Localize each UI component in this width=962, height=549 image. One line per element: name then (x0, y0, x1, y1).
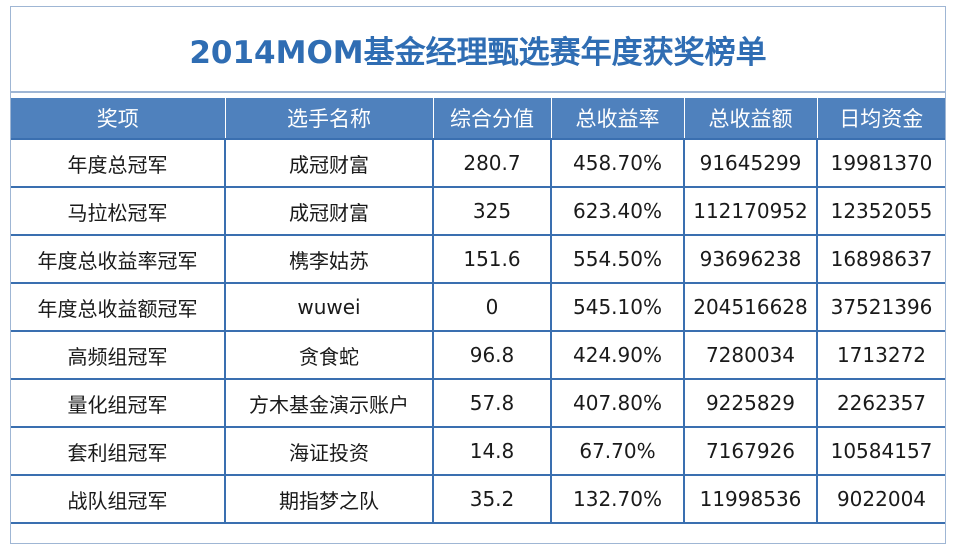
cell-award: 高频组冠军 (11, 331, 226, 380)
cell-total-return-rate: 545.10% (551, 283, 685, 332)
cell-daily-avg-capital: 16898637 (817, 235, 945, 284)
header-composite-score[interactable]: 综合分值 (433, 98, 552, 139)
cell-composite-score: 325 (433, 187, 552, 236)
table-row[interactable]: 量化组冠军 方木基金演示账户 57.8 407.80% 9225829 2262… (11, 379, 945, 428)
cell-player-name: 槜李姑苏 (225, 235, 434, 284)
cell-daily-avg-capital: 37521396 (817, 283, 945, 332)
cell-daily-avg-capital: 1713272 (817, 331, 945, 380)
cell-total-return-amount: 7167926 (684, 427, 818, 476)
cell-total-return-amount: 9225829 (684, 379, 818, 428)
title-bar: 2014MOM基金经理甄选赛年度获奖榜单 (11, 7, 945, 93)
cell-daily-avg-capital: 19981370 (817, 138, 945, 188)
table-row[interactable]: 年度总冠军 成冠财富 280.7 458.70% 91645299 199813… (11, 138, 945, 188)
cell-total-return-rate: 458.70% (551, 138, 685, 188)
header-total-return-amount[interactable]: 总收益额 (684, 98, 818, 139)
cell-total-return-amount: 112170952 (684, 187, 818, 236)
table-row[interactable]: 年度总收益率冠军 槜李姑苏 151.6 554.50% 93696238 168… (11, 235, 945, 284)
cell-award: 量化组冠军 (11, 379, 226, 428)
cell-composite-score: 151.6 (433, 235, 552, 284)
cell-daily-avg-capital: 9022004 (817, 475, 945, 524)
cell-total-return-rate: 623.40% (551, 187, 685, 236)
cell-player-name: wuwei (225, 283, 434, 332)
cell-player-name: 成冠财富 (225, 187, 434, 236)
cell-award: 马拉松冠军 (11, 187, 226, 236)
cell-total-return-rate: 424.90% (551, 331, 685, 380)
cell-total-return-amount: 204516628 (684, 283, 818, 332)
cell-player-name: 海证投资 (225, 427, 434, 476)
cell-daily-avg-capital: 2262357 (817, 379, 945, 428)
cell-composite-score: 35.2 (433, 475, 552, 524)
cell-player-name: 方木基金演示账户 (225, 379, 434, 428)
table-row[interactable]: 马拉松冠军 成冠财富 325 623.40% 112170952 1235205… (11, 187, 945, 236)
header-total-return-rate[interactable]: 总收益率 (551, 98, 685, 139)
cell-composite-score: 280.7 (433, 138, 552, 188)
cell-total-return-rate: 554.50% (551, 235, 685, 284)
cell-total-return-rate: 407.80% (551, 379, 685, 428)
table-row[interactable]: 套利组冠军 海证投资 14.8 67.70% 7167926 10584157 (11, 427, 945, 476)
cell-total-return-amount: 11998536 (684, 475, 818, 524)
cell-daily-avg-capital: 12352055 (817, 187, 945, 236)
cell-award: 战队组冠军 (11, 475, 226, 524)
table-row[interactable]: 高频组冠军 贪食蛇 96.8 424.90% 7280034 1713272 (11, 331, 945, 380)
table-row[interactable]: 战队组冠军 期指梦之队 35.2 132.70% 11998536 902200… (11, 475, 945, 524)
table-header-row: 奖项 选手名称 综合分值 总收益率 总收益额 日均资金 (11, 98, 945, 139)
cell-daily-avg-capital: 10584157 (817, 427, 945, 476)
cell-player-name: 成冠财富 (225, 138, 434, 188)
cell-award: 年度总冠军 (11, 138, 226, 188)
cell-composite-score: 57.8 (433, 379, 552, 428)
table-row[interactable]: 年度总收益额冠军 wuwei 0 545.10% 204516628 37521… (11, 283, 945, 332)
cell-award: 年度总收益率冠军 (11, 235, 226, 284)
cell-total-return-amount: 91645299 (684, 138, 818, 188)
header-daily-avg-capital[interactable]: 日均资金 (817, 98, 945, 139)
cell-total-return-rate: 132.70% (551, 475, 685, 524)
cell-award: 套利组冠军 (11, 427, 226, 476)
cell-composite-score: 14.8 (433, 427, 552, 476)
header-award[interactable]: 奖项 (11, 98, 226, 139)
cell-composite-score: 0 (433, 283, 552, 332)
awards-table: 奖项 选手名称 综合分值 总收益率 总收益额 日均资金 年度总冠军 成冠财富 2… (11, 98, 945, 524)
cell-composite-score: 96.8 (433, 331, 552, 380)
cell-award: 年度总收益额冠军 (11, 283, 226, 332)
page-title: 2014MOM基金经理甄选赛年度获奖榜单 (189, 34, 767, 71)
cell-player-name: 期指梦之队 (225, 475, 434, 524)
cell-total-return-amount: 7280034 (684, 331, 818, 380)
cell-total-return-rate: 67.70% (551, 427, 685, 476)
header-player-name[interactable]: 选手名称 (225, 98, 434, 139)
cell-player-name: 贪食蛇 (225, 331, 434, 380)
award-list-panel: 2014MOM基金经理甄选赛年度获奖榜单 奖项 选手名称 综合分值 总收益率 总… (10, 6, 946, 544)
cell-total-return-amount: 93696238 (684, 235, 818, 284)
